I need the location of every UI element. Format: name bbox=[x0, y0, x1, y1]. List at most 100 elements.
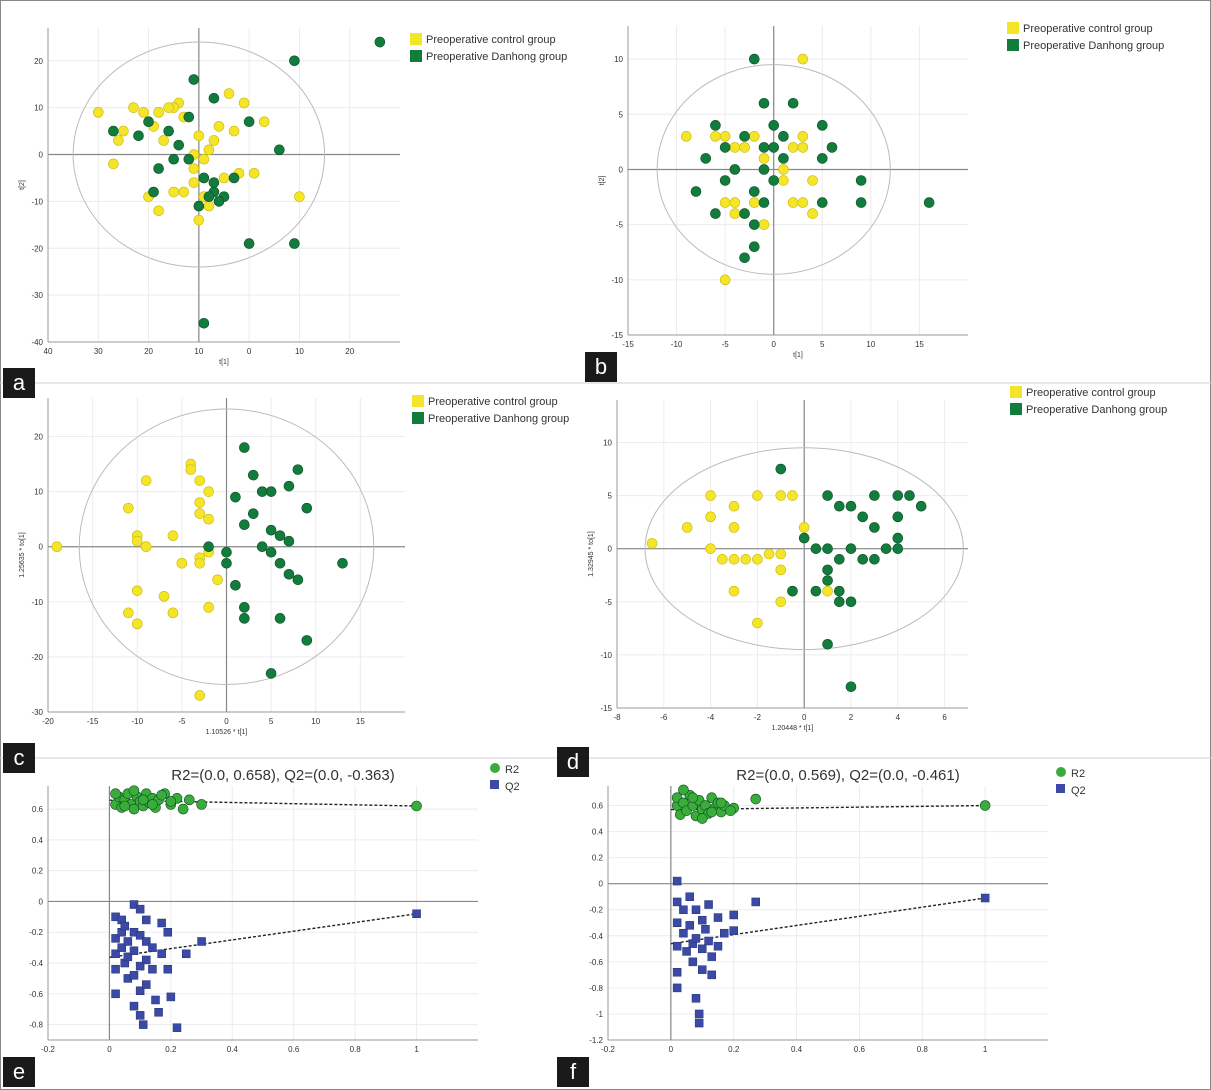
point-preoperative-danhong-group-c bbox=[265, 524, 277, 536]
point-q2-e bbox=[117, 943, 126, 952]
point-preoperative-danhong-group-c bbox=[203, 541, 214, 553]
point-preoperative-control-group-a bbox=[218, 172, 230, 184]
point-r2-f bbox=[687, 792, 699, 804]
point-r2-f bbox=[696, 813, 708, 824]
legend-label-q2-e: Q2 bbox=[505, 781, 520, 793]
y-tick-label-e: -0.8 bbox=[29, 1021, 43, 1030]
point-preoperative-danhong-group-c bbox=[283, 480, 295, 492]
point-r2-f bbox=[706, 806, 718, 818]
y-tick-label-f: 0.4 bbox=[592, 828, 604, 837]
point-preoperative-control-group-a bbox=[203, 144, 215, 156]
point-r2-e bbox=[183, 794, 195, 806]
x-tick-label-b: -15 bbox=[622, 340, 634, 349]
point-q2-e bbox=[138, 1020, 148, 1029]
x-tick-label-b: -5 bbox=[722, 340, 730, 349]
point-r2-f bbox=[979, 800, 991, 811]
point-preoperative-danhong-group-d bbox=[822, 638, 833, 650]
legend-label-preoperative-danhong-group-d: Preoperative Danhong group bbox=[1026, 404, 1167, 416]
x-tick-label-f: 0 bbox=[669, 1045, 674, 1054]
x-tick-label-a: 20 bbox=[144, 347, 153, 356]
point-preoperative-danhong-group-a bbox=[173, 139, 185, 151]
legend-marker-preoperative-danhong-group-a bbox=[410, 50, 422, 62]
point-preoperative-danhong-group-b bbox=[778, 153, 789, 164]
legend-label-preoperative-control-group-a: Preoperative control group bbox=[426, 34, 556, 46]
point-preoperative-control-group-c bbox=[194, 475, 206, 486]
point-q2-f bbox=[694, 1018, 704, 1028]
point-q2-e bbox=[129, 1001, 139, 1011]
point-q2-e bbox=[163, 927, 173, 937]
point-preoperative-danhong-group-a bbox=[289, 55, 300, 67]
point-preoperative-danhong-group-c bbox=[221, 557, 232, 569]
point-preoperative-control-group-d bbox=[728, 554, 740, 565]
point-preoperative-danhong-group-b bbox=[719, 175, 731, 186]
point-preoperative-danhong-group-a bbox=[133, 130, 144, 142]
panel-label-b: b bbox=[585, 352, 617, 382]
y-tick-label-f: 0.6 bbox=[592, 802, 604, 811]
x-tick-label-e: -0.2 bbox=[41, 1045, 55, 1054]
y-tick-label-f: 0 bbox=[599, 880, 604, 889]
y-tick-label-d: -10 bbox=[600, 651, 612, 660]
y-tick-label-b: 10 bbox=[614, 55, 623, 64]
confidence-ellipse-a bbox=[72, 41, 326, 268]
point-r2-e bbox=[196, 799, 207, 810]
point-q2-e bbox=[151, 995, 160, 1005]
legend-marker-preoperative-danhong-group-c bbox=[412, 412, 424, 424]
y-axis-label-b: t[2] bbox=[599, 176, 606, 186]
point-preoperative-danhong-group-a bbox=[228, 172, 240, 184]
x-tick-label-f: 0.8 bbox=[917, 1045, 929, 1054]
point-q2-f bbox=[704, 900, 713, 909]
point-preoperative-danhong-group-b bbox=[748, 186, 760, 197]
point-preoperative-control-group-c bbox=[123, 607, 134, 619]
x-tick-label-c: -5 bbox=[178, 717, 186, 726]
point-preoperative-control-group-b bbox=[729, 142, 741, 153]
plot-area-a bbox=[48, 28, 400, 342]
point-r2-e bbox=[110, 788, 121, 799]
point-preoperative-danhong-group-c bbox=[274, 613, 286, 624]
point-preoperative-control-group-c bbox=[194, 508, 206, 519]
y-tick-label-e: -0.6 bbox=[29, 990, 43, 999]
y-tick-label-a: -40 bbox=[31, 338, 43, 347]
point-q2-f bbox=[672, 941, 682, 951]
point-preoperative-danhong-group-c bbox=[265, 546, 277, 558]
point-q2-f bbox=[685, 921, 694, 930]
point-preoperative-danhong-group-d bbox=[857, 554, 869, 565]
chart-title-e: R2=(0.0, 0.658), Q2=(0.0, -0.363) bbox=[171, 767, 394, 784]
point-preoperative-danhong-group-a bbox=[153, 163, 164, 174]
point-preoperative-control-group-b bbox=[729, 208, 741, 219]
point-preoperative-control-group-a bbox=[118, 125, 129, 137]
point-preoperative-danhong-group-d bbox=[822, 490, 833, 501]
point-q2-e bbox=[111, 989, 120, 999]
point-r2-e bbox=[165, 796, 177, 807]
point-preoperative-danhong-group-b bbox=[826, 142, 838, 153]
point-q2-e bbox=[148, 964, 157, 974]
point-q2-f bbox=[751, 897, 760, 907]
point-preoperative-control-group-a bbox=[188, 163, 200, 174]
point-preoperative-danhong-group-b bbox=[855, 197, 867, 208]
point-preoperative-control-group-d bbox=[646, 538, 658, 549]
point-preoperative-danhong-group-b bbox=[855, 175, 867, 186]
point-r2-f bbox=[715, 797, 727, 809]
point-preoperative-control-group-a bbox=[163, 102, 174, 113]
legend-marker-q2-f bbox=[1056, 784, 1065, 793]
point-r2-f bbox=[678, 784, 689, 796]
point-preoperative-danhong-group-a bbox=[198, 172, 210, 184]
point-preoperative-control-group-c bbox=[51, 541, 63, 553]
point-preoperative-control-group-b bbox=[797, 197, 809, 208]
point-preoperative-danhong-group-b bbox=[816, 197, 828, 208]
point-preoperative-danhong-group-a bbox=[198, 317, 210, 329]
legend-label-preoperative-danhong-group-b: Preoperative Danhong group bbox=[1023, 40, 1164, 52]
point-preoperative-danhong-group-d bbox=[845, 596, 857, 608]
point-preoperative-control-group-b bbox=[680, 131, 692, 142]
point-q2-e bbox=[172, 1023, 182, 1032]
point-preoperative-danhong-group-d bbox=[845, 543, 857, 554]
point-q2-e bbox=[157, 918, 166, 928]
point-preoperative-danhong-group-a bbox=[143, 116, 154, 128]
point-preoperative-control-group-d bbox=[775, 564, 787, 576]
point-q2-e bbox=[135, 986, 145, 995]
point-preoperative-control-group-b bbox=[778, 164, 789, 175]
point-q2-f bbox=[698, 915, 707, 925]
point-preoperative-danhong-group-b bbox=[758, 97, 770, 109]
point-preoperative-control-group-b bbox=[739, 142, 750, 153]
legend-marker-preoperative-control-group-d bbox=[1010, 386, 1022, 398]
point-q2-e bbox=[123, 937, 133, 946]
